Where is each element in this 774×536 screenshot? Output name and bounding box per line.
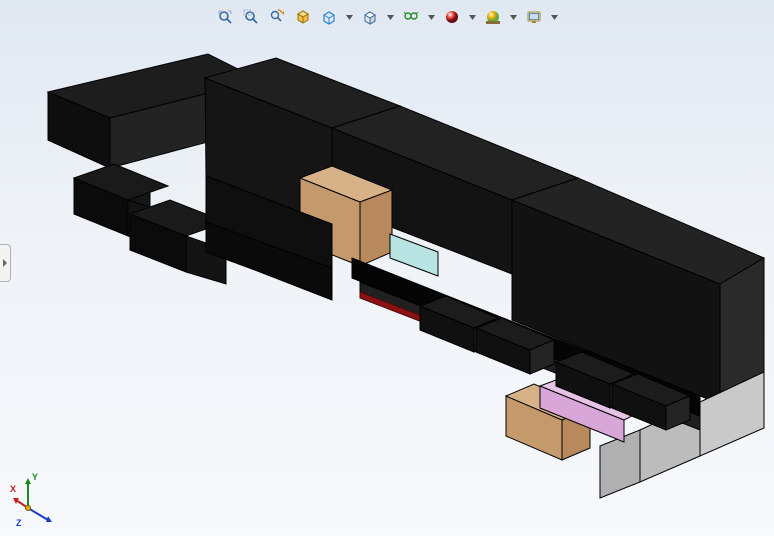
section-view-icon[interactable] <box>294 8 312 26</box>
display-style-dropdown-icon[interactable] <box>387 8 394 26</box>
previous-view-icon[interactable] <box>268 8 286 26</box>
triad-z-label: Z <box>16 518 22 528</box>
hide-show-items-icon[interactable] <box>402 8 420 26</box>
edit-appearance-icon[interactable] <box>443 8 461 26</box>
triad-x-label: X <box>10 484 16 494</box>
apply-scene-dropdown-icon[interactable] <box>510 8 517 26</box>
graphics-viewport[interactable]: X Y Z <box>0 0 774 536</box>
hide-show-items-dropdown-icon[interactable] <box>428 8 435 26</box>
zoom-to-area-icon[interactable] <box>242 8 260 26</box>
triad-y-label: Y <box>32 472 38 482</box>
feature-manager-flyout-tab[interactable] <box>0 244 11 282</box>
heads-up-view-toolbar <box>210 6 564 28</box>
edit-appearance-dropdown-icon[interactable] <box>469 8 476 26</box>
view-orientation-dropdown-icon[interactable] <box>346 8 353 26</box>
display-style-icon[interactable] <box>361 8 379 26</box>
view-orientation-icon[interactable] <box>320 8 338 26</box>
model-canvas[interactable] <box>0 0 774 536</box>
view-settings-dropdown-icon[interactable] <box>551 8 558 26</box>
apply-scene-icon[interactable] <box>484 8 502 26</box>
zoom-to-fit-icon[interactable] <box>216 8 234 26</box>
reference-triad: X Y Z <box>6 470 66 530</box>
view-settings-icon[interactable] <box>525 8 543 26</box>
